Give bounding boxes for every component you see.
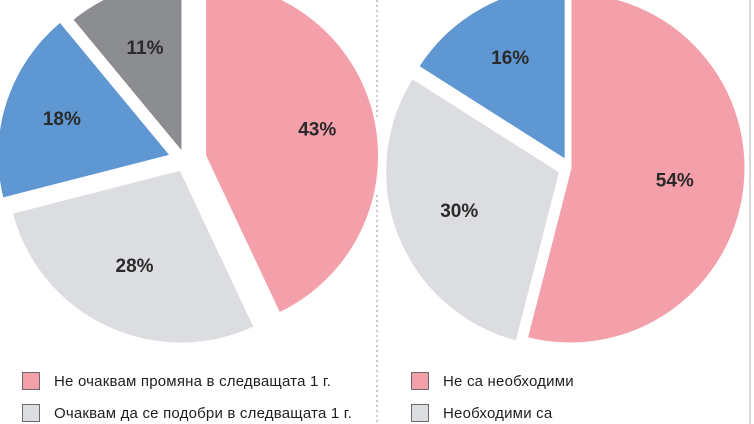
pie-slice xyxy=(383,75,563,344)
slice-percent-label: 43% xyxy=(298,119,336,140)
legend-label: Не очаквам промяна в следващата 1 г. xyxy=(54,372,332,390)
slice-percent-label: 18% xyxy=(43,109,81,130)
slice-percent-label: 16% xyxy=(491,48,529,69)
pie-slice xyxy=(415,0,568,164)
legend-item-right-2: Необходими са xyxy=(411,404,552,422)
slice-percent-label: 11% xyxy=(127,38,164,59)
legend-swatch-pink xyxy=(411,372,429,390)
pie-slice xyxy=(9,167,258,346)
legend-swatch-light-gray xyxy=(411,404,429,422)
pie-slice xyxy=(69,0,185,159)
legend-swatch-pink xyxy=(22,372,40,390)
legend-swatch-light-gray xyxy=(22,404,40,422)
legend-label: Очаквам да се подобри в следващата 1 г. xyxy=(54,404,352,422)
pie-slice xyxy=(524,0,748,346)
pie-slice xyxy=(0,18,175,202)
pie-slice xyxy=(203,0,382,316)
slice-percent-label: 54% xyxy=(656,170,694,191)
legend-item-right-1: Не са необходими xyxy=(411,372,574,390)
legend-label: Необходими са xyxy=(443,404,553,422)
pie-chart-left: 43% 28% 18% 11% xyxy=(0,0,382,346)
legend-item-left-2: Очаквам да се подобри в следващата 1 г. xyxy=(22,404,352,422)
legend-item-left-1: Не очаквам промяна в следващата 1 г. xyxy=(22,372,331,390)
pie-chart-right: 54% 30% 16% xyxy=(383,0,748,346)
legend-label: Не са необходими xyxy=(443,372,574,390)
slice-percent-label: 28% xyxy=(116,256,154,277)
slice-percent-label: 30% xyxy=(440,201,478,222)
